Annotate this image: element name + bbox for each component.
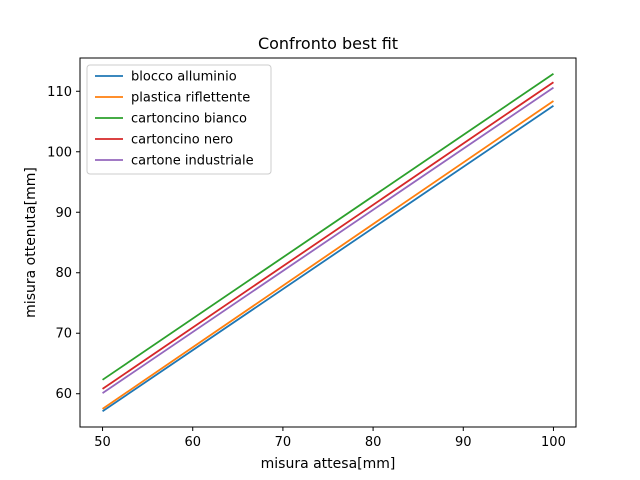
x-tick-label: 80 <box>365 435 382 450</box>
y-tick-label: 70 <box>55 327 72 342</box>
y-axis-label: misura ottenuta[mm] <box>23 167 39 318</box>
series-line-1 <box>102 100 554 410</box>
chart-title: Confronto best fit <box>258 34 398 53</box>
x-tick-label: 60 <box>184 435 201 450</box>
legend-label: cartoncino nero <box>131 133 233 148</box>
legend-label: blocco alluminio <box>131 70 237 85</box>
legend-label: cartone industriale <box>131 154 254 169</box>
y-tick-label: 60 <box>55 387 72 402</box>
x-axis-label: misura attesa[mm] <box>261 456 396 472</box>
series-line-0 <box>102 105 554 413</box>
x-tick-label: 100 <box>541 435 566 450</box>
axes-frame <box>79 57 577 428</box>
y-tick-label: 110 <box>47 85 72 100</box>
x-tick-label: 70 <box>275 435 292 450</box>
x-axis: 50 60 70 80 90 100 <box>94 427 566 450</box>
legend-label: plastica riflettente <box>131 91 250 106</box>
series-line-2 <box>102 72 554 381</box>
series-line-3 <box>102 81 554 390</box>
y-tick-label: 100 <box>47 145 72 160</box>
plot-area <box>102 72 554 413</box>
legend-box <box>86 64 272 175</box>
y-tick-label: 90 <box>55 206 72 221</box>
x-tick-label: 90 <box>455 435 472 450</box>
x-tick-label: 50 <box>94 435 111 450</box>
legend: blocco alluminio plastica riflettente cart… <box>86 64 272 175</box>
y-axis: 60 70 80 90 100 110 <box>47 85 80 402</box>
legend-label: cartoncino bianco <box>131 112 247 127</box>
series-line-4 <box>102 86 554 394</box>
y-tick-label: 80 <box>55 266 72 281</box>
